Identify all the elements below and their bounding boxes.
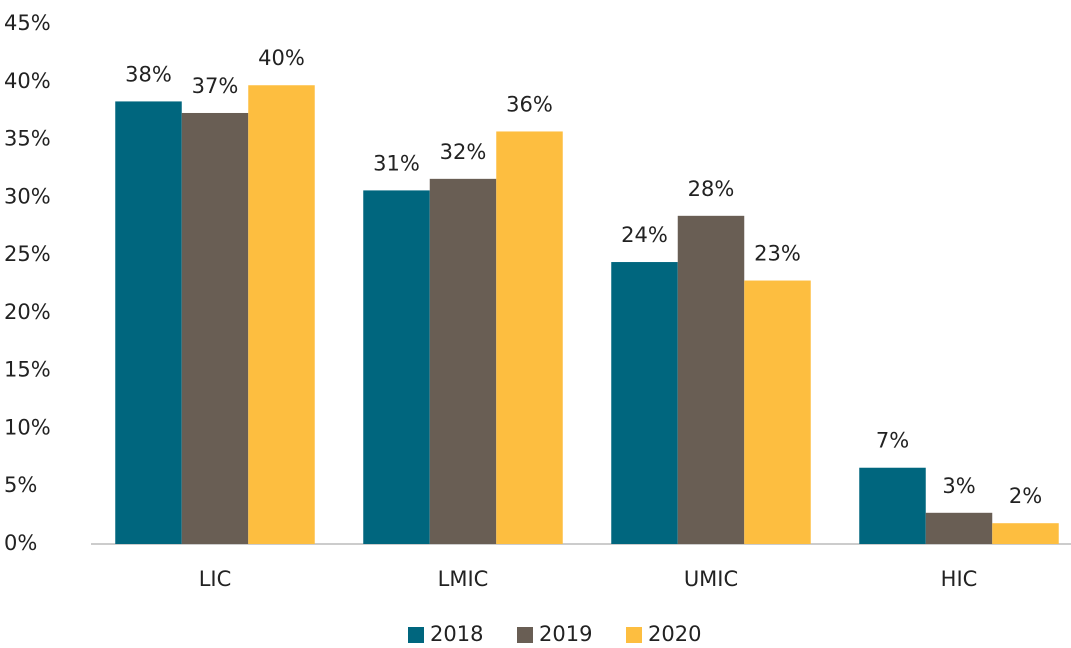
bar (925, 512, 993, 544)
bar (429, 178, 497, 544)
y-tick-label: 15% (4, 358, 51, 382)
data-label: 32% (440, 140, 487, 164)
data-label: 23% (754, 242, 801, 266)
y-tick-label: 20% (4, 300, 51, 324)
legend-swatch (408, 627, 424, 643)
data-label: 2% (1009, 484, 1042, 508)
x-tick-label: LIC (199, 567, 232, 591)
bar (744, 280, 811, 544)
y-tick-label: 25% (4, 242, 51, 266)
bar (992, 523, 1059, 544)
data-label: 40% (258, 46, 305, 70)
data-label: 36% (506, 92, 553, 116)
data-label: 28% (688, 177, 735, 201)
legend-label: 2019 (539, 622, 592, 646)
y-tick-label: 5% (4, 473, 37, 497)
data-label: 38% (125, 62, 172, 86)
y-tick-label: 35% (4, 127, 51, 151)
legend-label: 2018 (430, 622, 483, 646)
data-label: 24% (621, 223, 668, 247)
y-tick-label: 40% (4, 69, 51, 93)
y-tick-label: 45% (4, 11, 51, 35)
bar (859, 467, 926, 544)
legend-swatch (626, 627, 642, 643)
data-label: 3% (942, 474, 975, 498)
y-tick-label: 30% (4, 184, 51, 208)
legend-label: 2020 (648, 622, 701, 646)
bar (248, 85, 315, 544)
bar (611, 262, 678, 544)
x-tick-label: HIC (941, 567, 978, 591)
legend-swatch (517, 627, 533, 643)
bar (181, 112, 249, 544)
y-tick-label: 10% (4, 415, 51, 439)
y-tick-label: 0% (4, 531, 37, 555)
data-label: 31% (373, 151, 420, 175)
bar (115, 101, 182, 544)
bar (363, 190, 430, 544)
x-tick-label: LMIC (438, 567, 489, 591)
bar (496, 131, 563, 544)
data-label: 7% (876, 429, 909, 453)
data-label: 37% (192, 74, 239, 98)
x-tick-label: UMIC (684, 567, 738, 591)
bar (677, 215, 745, 545)
